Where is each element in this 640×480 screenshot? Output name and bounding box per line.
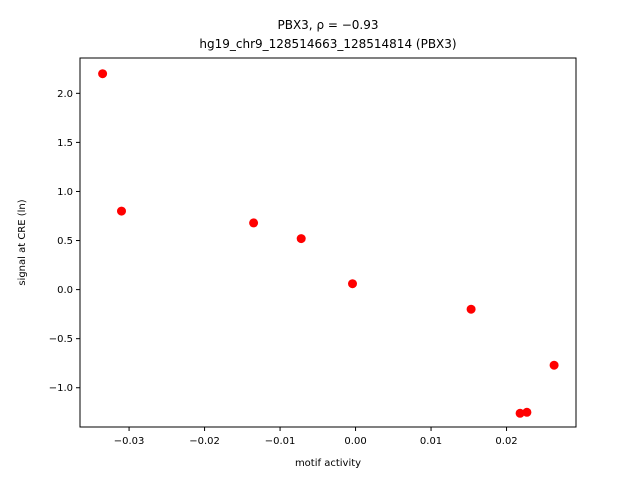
data-point-2 bbox=[249, 218, 259, 228]
y-tick-label-0: −1.0 bbox=[49, 383, 73, 394]
y-tick-label-2: 0.0 bbox=[57, 285, 73, 296]
y-tick-label-5: 1.5 bbox=[57, 138, 73, 149]
y-axis-ticks: −1.0 −0.5 0.0 0.5 1.0 1.5 2.0 bbox=[49, 89, 80, 394]
data-point-7 bbox=[522, 407, 532, 417]
chart-title-line2: hg19_chr9_128514663_128514814 (PBX3) bbox=[199, 37, 456, 51]
x-tick-label-5: 0.02 bbox=[495, 436, 517, 447]
x-tick-label-4: 0.01 bbox=[420, 436, 442, 447]
data-point-1 bbox=[117, 206, 126, 216]
x-axis-ticks: −0.03 −0.02 −0.01 0.00 0.01 0.02 bbox=[114, 427, 518, 447]
x-tick-label-3: 0.00 bbox=[344, 436, 366, 447]
data-point-6 bbox=[515, 408, 525, 418]
data-point-3 bbox=[296, 234, 306, 244]
y-tick-label-4: 1.0 bbox=[57, 187, 73, 198]
x-tick-label-1: −0.02 bbox=[189, 436, 220, 447]
x-axis-label: motif activity bbox=[295, 458, 361, 469]
data-point-0 bbox=[98, 69, 108, 79]
y-axis-label: signal at CRE (ln) bbox=[17, 199, 28, 285]
x-tick-label-0: −0.03 bbox=[114, 436, 145, 447]
x-tick-label-2: −0.01 bbox=[265, 436, 296, 447]
y-tick-label-3: 0.5 bbox=[57, 236, 73, 247]
data-points bbox=[98, 69, 559, 418]
y-tick-label-1: −0.5 bbox=[49, 334, 73, 345]
data-point-8 bbox=[549, 360, 559, 370]
plot-frame bbox=[79, 57, 577, 428]
data-point-5 bbox=[466, 304, 476, 314]
y-tick-label-6: 2.0 bbox=[57, 89, 73, 100]
data-point-4 bbox=[348, 279, 357, 289]
chart-title-line1: PBX3, ρ = −0.93 bbox=[277, 18, 378, 32]
